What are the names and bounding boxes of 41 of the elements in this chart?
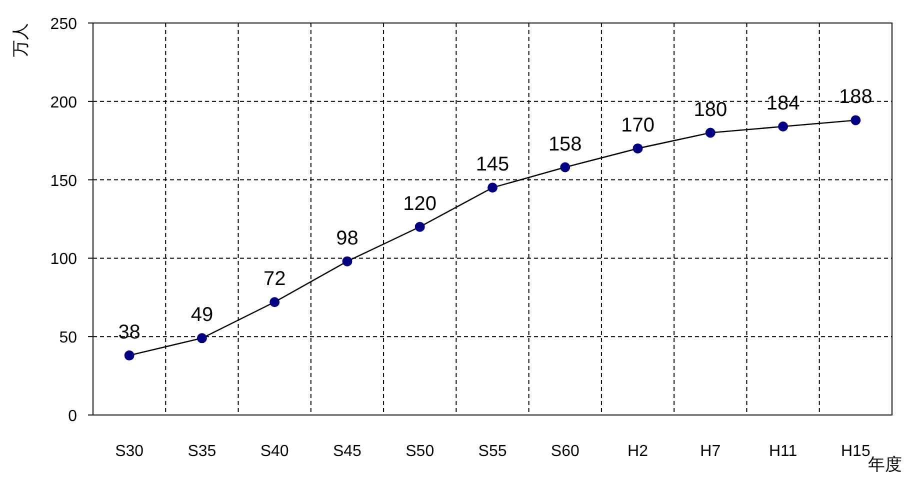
x-tick-label: H11 (768, 443, 798, 460)
data-label: 158 (548, 133, 582, 156)
point (124, 350, 134, 360)
point (342, 256, 352, 266)
y-tick-label: 200 (50, 94, 78, 112)
point (196, 333, 207, 344)
y-tick-label: 250 (50, 16, 78, 33)
y-tick-label: 0 (68, 408, 78, 425)
data-label: 188 (838, 86, 872, 108)
point (488, 182, 498, 193)
data-label: 180 (694, 98, 728, 121)
point (850, 115, 861, 126)
x-tick-label: S45 (332, 443, 362, 460)
data-label: 120 (403, 192, 437, 215)
data-label: 145 (476, 154, 510, 176)
point (560, 162, 570, 172)
data-label: 38 (118, 321, 140, 344)
point (270, 297, 280, 308)
data-label: 170 (621, 114, 654, 136)
x-axis-title: 年度 (868, 455, 902, 474)
data-label: 98 (336, 227, 358, 250)
x-tick-label: H7 (700, 443, 721, 460)
point (632, 143, 643, 154)
y-tick-label: 100 (50, 251, 78, 268)
data-label: 72 (263, 268, 286, 290)
y-tick-label: 50 (59, 330, 78, 347)
point (778, 121, 788, 132)
y-axis-title: 万人 (11, 23, 30, 57)
x-tick-label: S60 (550, 443, 580, 460)
x-tick-label: S40 (260, 443, 289, 460)
x-tick-label: S30 (115, 443, 144, 460)
data-label: 184 (766, 92, 800, 114)
x-tick-label: H2 (628, 443, 648, 460)
point (414, 222, 425, 232)
point (705, 128, 716, 138)
x-tick-label: S50 (406, 443, 434, 460)
x-tick-label: H15 (841, 443, 870, 460)
y-tick-label: 150 (50, 172, 78, 190)
x-tick-label: S35 (188, 443, 216, 460)
data-label: 49 (190, 304, 214, 326)
x-tick-label: S55 (478, 443, 507, 460)
